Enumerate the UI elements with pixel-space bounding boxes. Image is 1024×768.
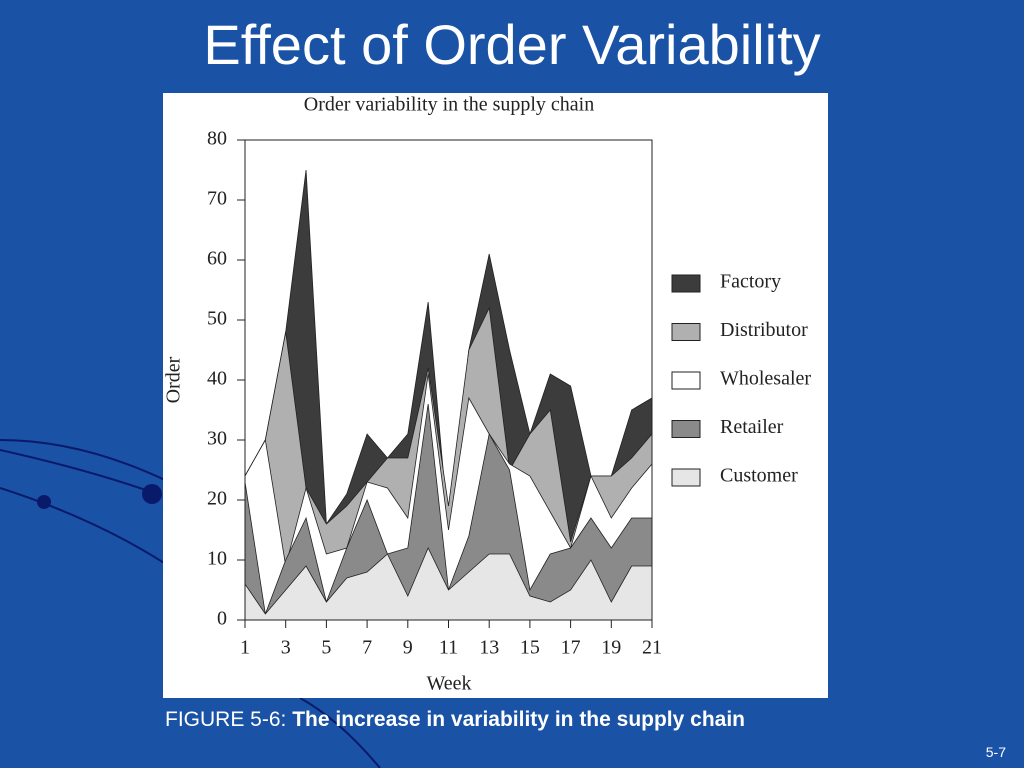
x-tick-label: 11	[439, 637, 458, 659]
legend-swatch	[671, 468, 701, 487]
deco-curve	[299, 697, 381, 768]
y-tick-label: 30	[207, 428, 227, 450]
legend-swatch	[671, 274, 701, 293]
chart: Order variability in the supply chain We…	[163, 93, 828, 698]
y-tick-label: 40	[207, 368, 227, 390]
y-tick-label: 50	[207, 308, 227, 330]
area	[244, 403, 653, 621]
y-tick-label: 60	[207, 248, 227, 270]
legend-label: Retailer	[720, 416, 784, 438]
deco-curve	[0, 439, 166, 481]
x-tick-label: 1	[240, 637, 250, 659]
y-axis-label: Order	[163, 356, 185, 403]
x-axis-label: Week	[426, 673, 471, 695]
deco-curve	[0, 449, 161, 496]
x-tick-label: 21	[642, 637, 662, 659]
slide-title: Effect of Order Variability	[203, 13, 821, 76]
chart-title: Order variability in the supply chain	[304, 94, 594, 116]
y-tick-label: 80	[207, 128, 227, 150]
deco-curve	[0, 487, 176, 571]
legend-swatch	[671, 420, 701, 438]
x-tick-label: 17	[561, 637, 581, 659]
x-tick-label: 3	[281, 637, 291, 659]
deco-dot	[142, 484, 162, 504]
x-tick-label: 19	[601, 637, 621, 659]
caption: FIGURE 5-6: The increase in variability …	[165, 708, 745, 732]
legend-swatch	[671, 323, 701, 341]
caption-text: The increase in variability in the suppl…	[292, 708, 746, 731]
deco-dot	[37, 495, 51, 509]
legend-label: Customer	[720, 465, 798, 487]
x-tick-label: 5	[321, 637, 331, 659]
y-tick-label: 10	[207, 548, 227, 570]
legend-label: Wholesaler	[720, 368, 811, 390]
x-tick-label: 15	[520, 637, 540, 659]
area	[244, 547, 653, 621]
x-tick-label: 7	[362, 637, 372, 659]
legend-swatch	[671, 371, 701, 390]
y-tick-label: 70	[207, 188, 227, 210]
y-tick-label: 0	[217, 608, 227, 630]
x-tick-label: 13	[479, 637, 499, 659]
legend-label: Distributor	[720, 319, 808, 341]
page-number: 5-7	[985, 744, 1006, 760]
legend-label: Factory	[720, 271, 781, 293]
caption-label: FIGURE 5-6:	[165, 708, 287, 731]
y-tick-label: 20	[207, 488, 227, 510]
x-tick-label: 9	[403, 637, 413, 659]
